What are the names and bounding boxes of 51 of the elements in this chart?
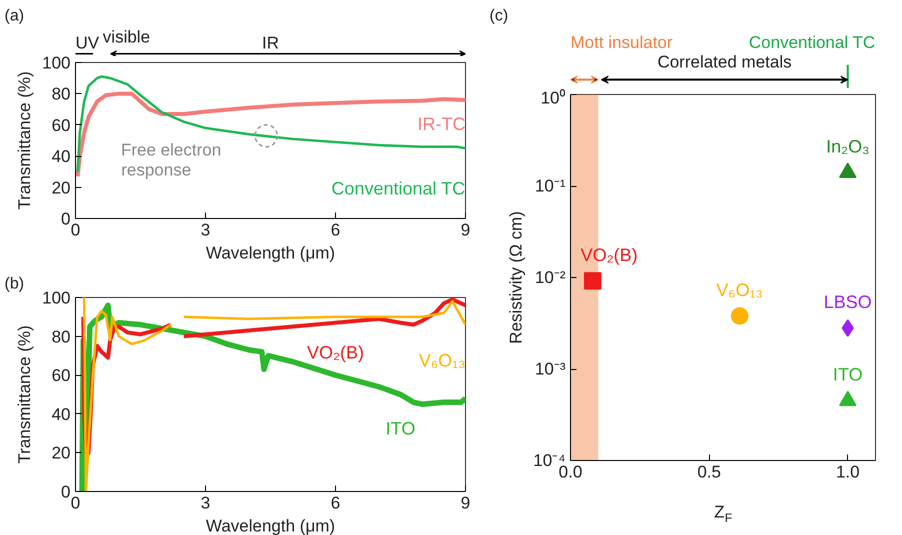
y-tick-label: 10⁻²: [534, 268, 566, 287]
y-tick-label: 60: [52, 366, 71, 386]
chart-title: (c): [490, 8, 508, 24]
x-tick-label: 6: [330, 220, 340, 240]
y-tick-label: 40: [52, 404, 71, 424]
line-series: [76, 92, 466, 178]
y-tick-label: 20: [52, 444, 71, 463]
text: UV: [76, 34, 100, 52]
y-axis-title: Transmittance (%): [15, 71, 34, 210]
series-label: IR-TC: [418, 114, 466, 134]
point: [584, 272, 602, 290]
y-tick-label: 100: [42, 54, 71, 72]
annotation: Free electron response: [121, 140, 222, 180]
y-axis-title: Resistivity (Ω cm): [506, 211, 526, 344]
y-tick-label: 20: [52, 178, 71, 198]
y-tick-label: 80: [52, 84, 71, 104]
y-tick-label: 100: [42, 288, 71, 308]
y-tick-label: 10⁰: [540, 88, 566, 108]
series-label: LBSO: [824, 292, 872, 312]
x-tick-label: 9: [460, 494, 470, 512]
series-label: ITO: [832, 364, 863, 385]
x-axis-title: Wavelength (μm): [206, 516, 336, 535]
y-tick-label: 10⁻¹: [534, 176, 566, 196]
ref-line-label: Conventional TC: [748, 32, 876, 52]
band-label: Mott insulator: [570, 32, 673, 52]
series-label: ITO: [386, 418, 416, 438]
x-tick-label: 6: [330, 494, 340, 512]
point: [730, 307, 748, 325]
y-axis-title: Transmittance (%): [15, 325, 34, 464]
x-axis-title: Wavelength (μm): [206, 244, 336, 262]
x-tick-label: 3: [200, 494, 210, 512]
chart-title: (b): [4, 276, 24, 292]
point: [839, 162, 857, 178]
series-label: Conventional TC: [331, 178, 466, 198]
x-tick-label: 9: [460, 220, 470, 240]
chart-title: (a): [4, 8, 24, 24]
text: IR: [262, 34, 279, 52]
x-tick-label: 0.5: [697, 462, 721, 482]
y-tick-label: 10⁻³: [534, 360, 566, 378]
y-tick-label: 60: [52, 116, 71, 135]
series-label: In₂O₃: [826, 136, 870, 157]
series-label: VO₂(B): [580, 244, 638, 265]
x-tick-label: 1.0: [836, 462, 860, 482]
text: Correlated metals: [657, 52, 792, 72]
y-tick-label: 40: [52, 147, 71, 166]
series-label: V₆O₁₃: [418, 350, 466, 371]
series-label: V₆O₁₃: [716, 280, 763, 300]
x-tick-label: 3: [200, 220, 210, 240]
y-tick-label: 80: [52, 327, 71, 346]
text: visible: [102, 28, 150, 47]
series-label: VO₂(B): [307, 342, 364, 363]
